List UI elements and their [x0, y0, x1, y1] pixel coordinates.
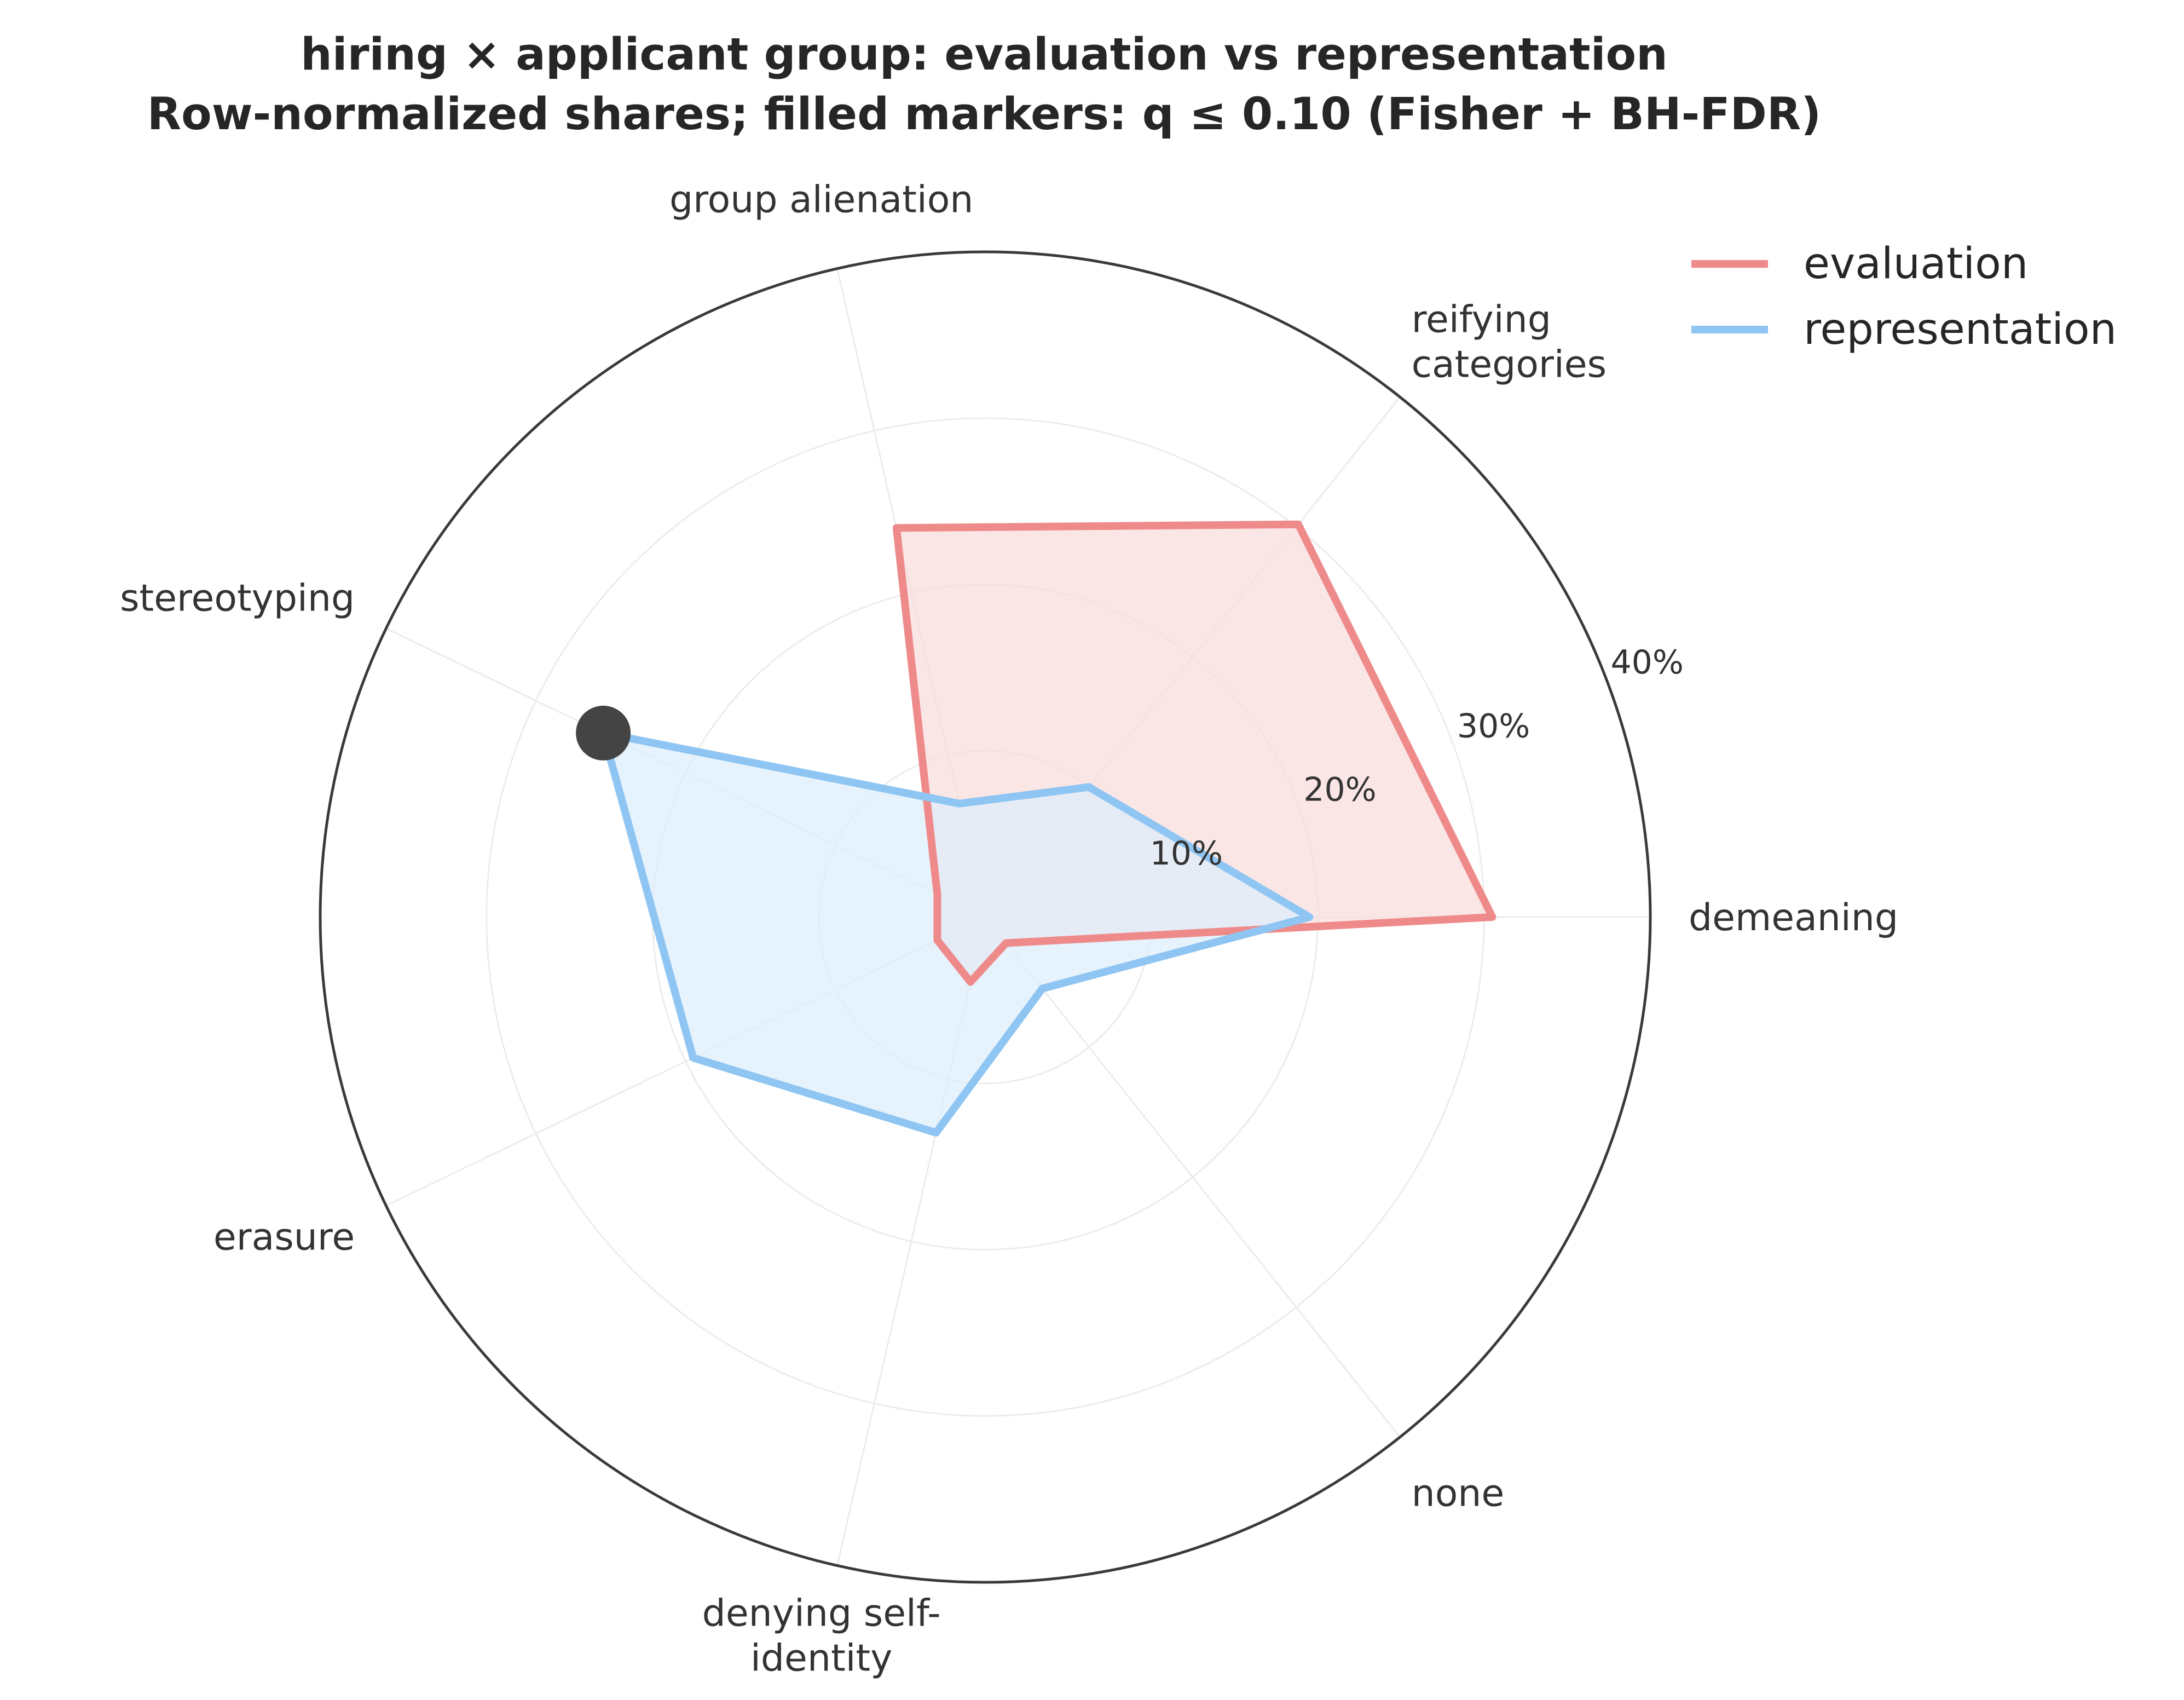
outer-frame-circle	[319, 250, 1652, 1584]
category-label-1: demeaning	[1689, 896, 1898, 940]
category-label-7: none	[1412, 1472, 1505, 1515]
series-line-1	[892, 520, 1497, 986]
category-label-3: group alienation	[669, 178, 973, 222]
category-label-line: demeaning	[1689, 896, 1898, 940]
series-layer	[576, 520, 1497, 1137]
radial-tick-labels: 10% 20% 30% 40%	[1150, 643, 1684, 873]
category-label-line: identity	[750, 1636, 892, 1680]
category-label-6: denying self-identity	[702, 1592, 941, 1680]
category-labels: demeaning reifying categories group alienat…	[120, 178, 1898, 1680]
grid-spoke-7	[984, 917, 1401, 1438]
legend: evaluation representation	[1691, 239, 2117, 354]
series-line-2	[599, 729, 1314, 1137]
category-label-line: categories	[1412, 343, 1607, 386]
category-label-4: stereotyping	[120, 577, 355, 620]
category-label-line: stereotyping	[120, 577, 355, 620]
category-label-line: reifying	[1412, 298, 1551, 341]
category-label-line: group alienation	[669, 178, 973, 222]
category-label-line: none	[1412, 1472, 1505, 1515]
significance-marker-2-4	[576, 705, 631, 760]
category-label-5: erasure	[213, 1216, 355, 1259]
chart-title: hiring × applicant group: evaluation vs …	[301, 29, 1668, 80]
series-area-2	[603, 733, 1310, 1133]
r-tick-label-4: 40%	[1611, 643, 1684, 682]
legend-label-1: evaluation	[1804, 239, 2028, 289]
category-label-2: reifying categories	[1412, 298, 1607, 386]
chart-subtitle: Row-normalized shares; filled markers: q…	[147, 89, 1821, 140]
category-label-line: denying self-	[702, 1592, 941, 1635]
r-tick-label-1: 10%	[1150, 834, 1223, 873]
r-tick-label-2: 20%	[1303, 771, 1376, 809]
category-label-line: erasure	[213, 1216, 355, 1259]
legend-label-2: representation	[1804, 305, 2117, 354]
r-tick-label-3: 30%	[1457, 707, 1530, 745]
